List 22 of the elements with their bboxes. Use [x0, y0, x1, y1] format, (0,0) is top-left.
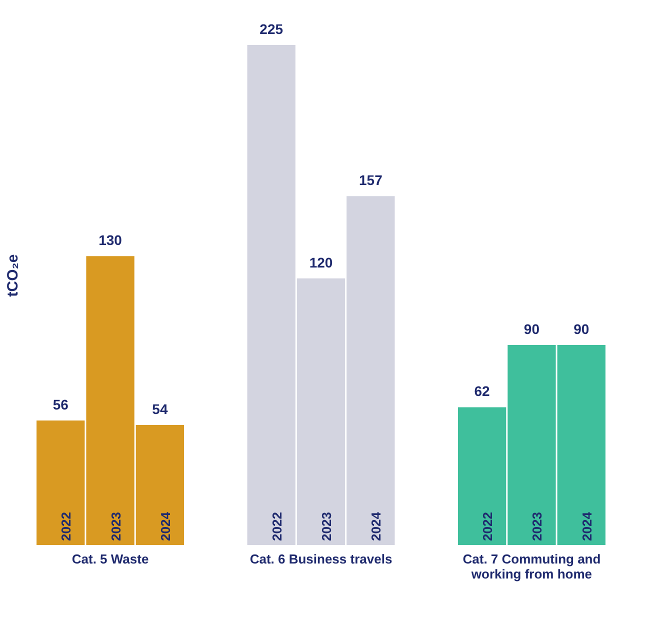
- data-label: 90: [574, 321, 590, 337]
- x-tick-label: Cat. 7 Commuting and working from home: [462, 552, 601, 582]
- series-label: 2024: [158, 511, 173, 541]
- text: 2024: [579, 512, 594, 541]
- data-label: 56: [52, 396, 69, 413]
- data-label: 130: [98, 232, 122, 248]
- text: 2024: [368, 512, 384, 541]
- data-label: 54: [152, 401, 168, 417]
- x-tick-label: Cat. 6 Business travels: [250, 552, 392, 566]
- series-label: 2022: [58, 512, 74, 541]
- y-axis-title: tCO₂e: [4, 254, 22, 297]
- data-label: 90: [524, 321, 540, 337]
- x-tick-label: Cat. 5 Waste: [72, 552, 149, 566]
- data-label: 225: [260, 21, 284, 37]
- text: 2022: [480, 512, 496, 541]
- text: 2022: [269, 512, 284, 541]
- text: 2023: [530, 512, 545, 541]
- data-label: 157: [358, 172, 383, 188]
- data-label: 62: [474, 383, 490, 400]
- series-label: 2023: [108, 512, 124, 541]
- text: 2023: [319, 512, 334, 541]
- data-label: 120: [309, 254, 333, 270]
